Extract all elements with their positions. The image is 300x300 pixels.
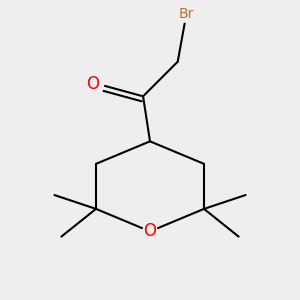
Text: Br: Br: [179, 7, 194, 21]
Text: O: O: [143, 222, 157, 240]
Text: O: O: [86, 75, 99, 93]
